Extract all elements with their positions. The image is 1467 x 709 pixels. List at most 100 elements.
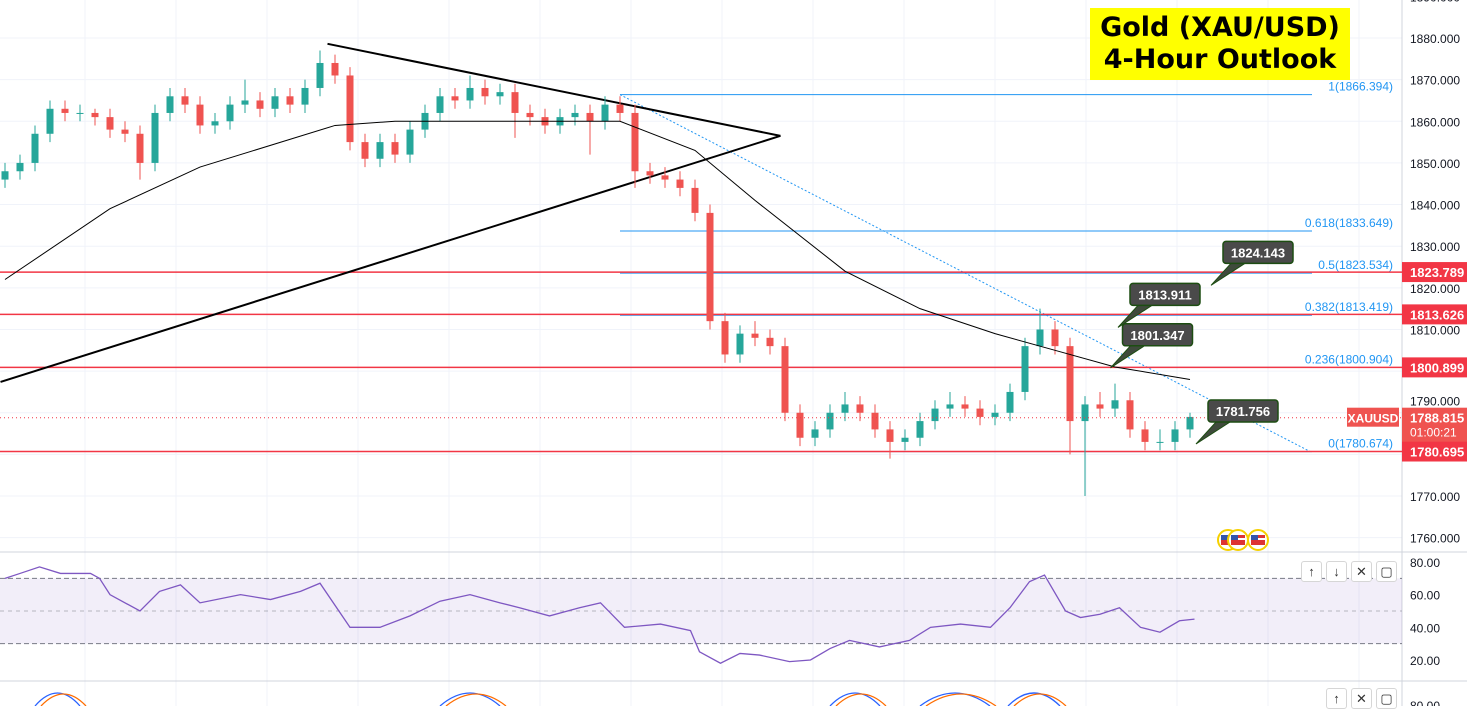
fib-level-label: 0(1780.674) <box>1328 437 1393 451</box>
candle <box>1036 308 1044 355</box>
candle <box>241 79 249 113</box>
maximize-pane-button[interactable]: ▢ <box>1376 561 1397 582</box>
price-tick-label: 1850.000 <box>1410 157 1460 171</box>
candle-body <box>1066 346 1074 422</box>
candle <box>616 96 624 122</box>
candle-body <box>586 112 594 122</box>
candle <box>781 337 789 422</box>
move-pane-down-button[interactable]: ↓ <box>1326 561 1347 582</box>
price-level-label: 1780.695 <box>1410 445 1464 460</box>
candle <box>571 104 579 126</box>
callout-box <box>1129 282 1201 307</box>
candle <box>1021 337 1029 401</box>
candle-body <box>1156 441 1164 443</box>
candle <box>451 87 459 109</box>
candle-body <box>1111 400 1119 409</box>
candle-body <box>181 96 189 105</box>
candle <box>286 87 294 113</box>
candle-body <box>226 104 234 122</box>
fib-level-label: 1(1866.394) <box>1328 80 1393 94</box>
candle-body <box>1126 400 1134 430</box>
callout-pointer <box>1110 345 1147 369</box>
candle-body <box>511 92 519 113</box>
candle <box>1096 391 1104 417</box>
candle <box>76 104 84 122</box>
move-pane-up-button[interactable]: ↑ <box>1301 561 1322 582</box>
title-line-1: Gold (XAU/USD) <box>1100 12 1340 43</box>
candle-body <box>196 104 204 126</box>
candle <box>1 162 9 188</box>
candle-body <box>751 333 759 338</box>
flag-canton <box>1221 535 1228 540</box>
candle-body <box>766 337 774 347</box>
candle <box>316 50 324 97</box>
candle <box>1171 421 1179 451</box>
candle <box>226 96 234 130</box>
symbol-badge <box>1347 407 1399 427</box>
title-line-2: 4-Hour Outlook <box>1103 44 1337 75</box>
last-price-badge <box>1402 407 1467 442</box>
candle-body <box>661 175 669 180</box>
candle-body <box>856 404 864 413</box>
candle <box>16 154 24 180</box>
candle-body <box>886 429 894 442</box>
candle <box>211 112 219 134</box>
maximize-pane-button-2[interactable]: ▢ <box>1376 688 1397 709</box>
candle-body <box>826 412 834 430</box>
candle <box>1186 412 1194 438</box>
stoch-k-line <box>919 692 991 706</box>
callout-box <box>1207 399 1279 423</box>
candle-body <box>631 112 639 172</box>
candle-body <box>481 87 489 97</box>
candle-body <box>571 112 579 118</box>
candle-body <box>406 129 414 155</box>
rsi-tick-label: 20.00 <box>1410 654 1440 668</box>
candle <box>676 171 684 197</box>
close-pane-button-2[interactable]: ✕ <box>1351 688 1372 709</box>
candle <box>46 100 54 143</box>
candle <box>526 104 534 126</box>
candle-body <box>1021 346 1029 392</box>
callout-box <box>1121 323 1194 347</box>
stoch-k-line <box>1007 692 1061 706</box>
candle-body <box>976 408 984 417</box>
candle-body <box>1096 404 1104 409</box>
price-tick-label: 1760.000 <box>1410 532 1460 546</box>
price-callout: 1813.911 <box>1117 282 1201 328</box>
candle <box>841 391 849 422</box>
price-level-badge <box>1402 304 1467 325</box>
candle-body <box>526 112 534 118</box>
price-tick-label: 1870.000 <box>1410 74 1460 88</box>
candle-body <box>1051 329 1059 347</box>
price-level-badge <box>1402 262 1467 283</box>
candle <box>586 104 594 155</box>
fib-level-label: 0.5(1823.534) <box>1318 258 1393 272</box>
candle-body <box>1006 391 1014 413</box>
callout-label: 1813.911 <box>1138 287 1192 302</box>
candle <box>766 329 774 355</box>
price-tick-label: 1810.000 <box>1410 323 1460 337</box>
candle <box>466 75 474 109</box>
close-pane-button[interactable]: ✕ <box>1351 561 1372 582</box>
candle-body <box>496 92 504 97</box>
candle <box>1111 383 1119 417</box>
candle-body <box>1 171 9 180</box>
rsi-tick-label: 80.00 <box>1410 556 1440 570</box>
price-level-label: 1823.789 <box>1410 265 1464 280</box>
candle <box>916 412 924 447</box>
fib-level-label: 0.618(1833.649) <box>1305 216 1393 230</box>
candle-body <box>211 121 219 126</box>
candle-body <box>286 96 294 105</box>
price-tick-label: 1830.000 <box>1410 240 1460 254</box>
us-flag-event-icon <box>1247 529 1269 551</box>
candle <box>646 162 654 184</box>
stoch-d-line <box>445 693 507 706</box>
candle <box>331 54 339 84</box>
candle-body <box>106 117 114 130</box>
arrow-up-icon: ↑ <box>1308 564 1315 579</box>
candle-body <box>376 142 384 159</box>
candle-body <box>361 142 369 159</box>
candle-body <box>916 421 924 438</box>
candle-body <box>241 100 249 105</box>
